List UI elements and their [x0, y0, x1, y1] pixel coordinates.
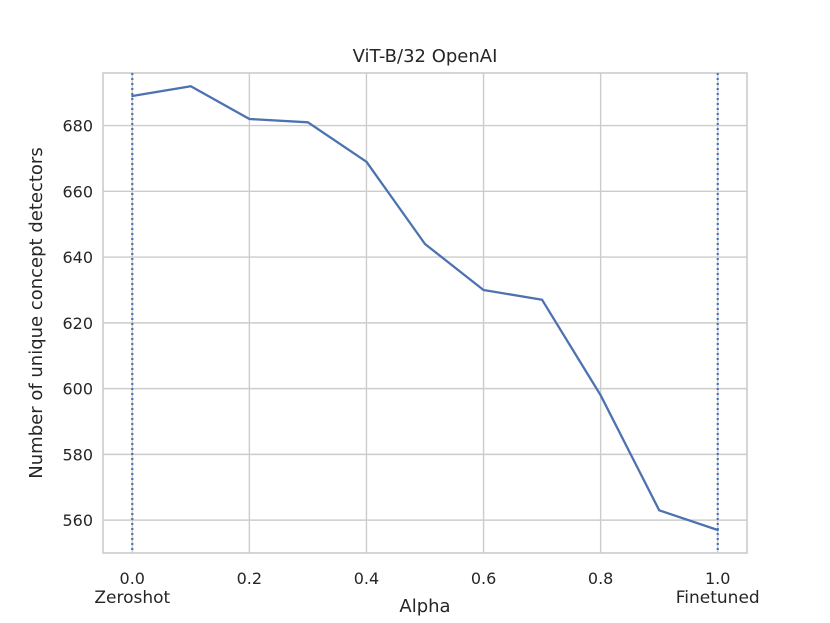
plot-frame	[102, 72, 748, 554]
y-tick-label: 580	[62, 445, 93, 464]
y-tick-label: 620	[62, 314, 93, 333]
y-tick-label: 680	[62, 117, 93, 136]
x-tick-label: 0.6	[471, 569, 496, 588]
x-tick-label: 0.2	[237, 569, 262, 588]
annotation-label: Finetuned	[676, 588, 760, 608]
y-gridlines	[103, 124, 747, 521]
y-axis-label: Number of unique concept detectors	[26, 147, 47, 478]
reference-lines	[131, 73, 719, 553]
y-tick-label: 600	[62, 380, 93, 399]
y-tick-labels: 560 580 600 620 640 660 680	[62, 117, 93, 531]
series-group	[131, 85, 719, 532]
chart-title: ViT-B/32 OpenAI	[353, 46, 498, 67]
x-axis-label: Alpha	[399, 596, 450, 617]
x-tick-label: 0.4	[354, 569, 379, 588]
x-gridlines	[131, 73, 719, 553]
y-tick-label: 660	[62, 182, 93, 201]
annotations: Zeroshot Finetuned	[94, 588, 759, 608]
annotation-label: Zeroshot	[94, 588, 170, 608]
y-tick-label: 560	[62, 511, 93, 530]
x-tick-labels: 0.0 0.2 0.4 0.6 0.8 1.0	[120, 569, 731, 588]
x-tick-label: 1.0	[705, 569, 730, 588]
x-tick-label: 0.0	[120, 569, 145, 588]
y-tick-label: 640	[62, 248, 93, 267]
series-line	[131, 85, 719, 532]
x-tick-label: 0.8	[588, 569, 613, 588]
